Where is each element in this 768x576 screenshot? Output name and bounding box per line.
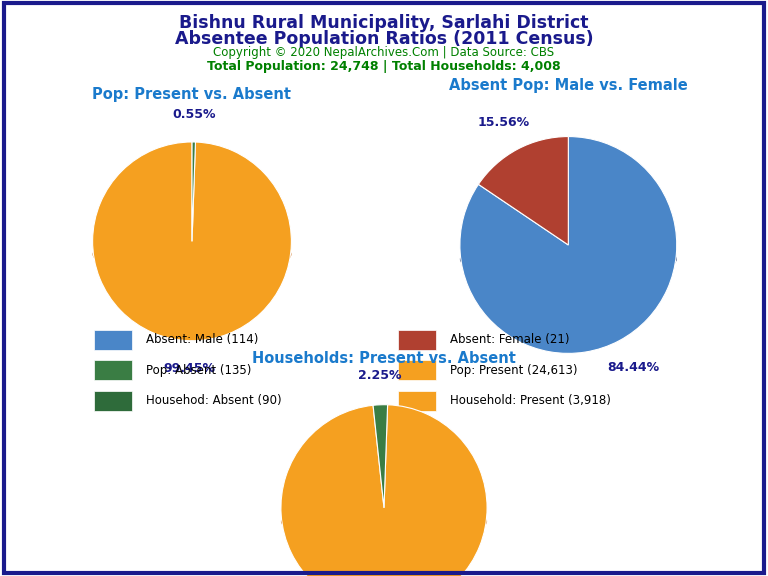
Text: 99.45%: 99.45% bbox=[164, 362, 216, 375]
Text: Copyright © 2020 NepalArchives.Com | Data Source: CBS: Copyright © 2020 NepalArchives.Com | Dat… bbox=[214, 46, 554, 59]
Text: Househod: Absent (90): Househod: Absent (90) bbox=[146, 394, 281, 407]
Wedge shape bbox=[478, 137, 568, 245]
Text: 0.55%: 0.55% bbox=[173, 108, 216, 120]
Text: Bishnu Rural Municipality, Sarlahi District: Bishnu Rural Municipality, Sarlahi Distr… bbox=[179, 14, 589, 32]
FancyBboxPatch shape bbox=[398, 360, 436, 380]
FancyBboxPatch shape bbox=[94, 360, 132, 380]
Title: Absent Pop: Male vs. Female: Absent Pop: Male vs. Female bbox=[449, 78, 687, 93]
FancyBboxPatch shape bbox=[94, 329, 132, 350]
Text: Pop: Present (24,613): Pop: Present (24,613) bbox=[450, 364, 578, 377]
Wedge shape bbox=[192, 142, 196, 241]
Text: Absentee Population Ratios (2011 Census): Absentee Population Ratios (2011 Census) bbox=[174, 30, 594, 48]
Text: Households: Present vs. Absent: Households: Present vs. Absent bbox=[252, 351, 516, 366]
Text: Total Population: 24,748 | Total Households: 4,008: Total Population: 24,748 | Total Househo… bbox=[207, 60, 561, 73]
Wedge shape bbox=[281, 405, 487, 576]
Text: Absent: Female (21): Absent: Female (21) bbox=[450, 334, 569, 346]
Text: 2.25%: 2.25% bbox=[358, 369, 401, 382]
Text: 15.56%: 15.56% bbox=[477, 116, 529, 129]
Text: Absent: Male (114): Absent: Male (114) bbox=[146, 334, 258, 346]
FancyBboxPatch shape bbox=[398, 391, 436, 411]
FancyBboxPatch shape bbox=[398, 329, 436, 350]
Title: Pop: Present vs. Absent: Pop: Present vs. Absent bbox=[92, 87, 292, 102]
Ellipse shape bbox=[93, 232, 291, 276]
Wedge shape bbox=[93, 142, 291, 341]
Ellipse shape bbox=[281, 498, 487, 544]
Wedge shape bbox=[460, 137, 677, 354]
Text: Household: Present (3,918): Household: Present (3,918) bbox=[450, 394, 611, 407]
Text: Pop: Absent (135): Pop: Absent (135) bbox=[146, 364, 251, 377]
Ellipse shape bbox=[460, 234, 677, 283]
FancyBboxPatch shape bbox=[94, 391, 132, 411]
Text: 84.44%: 84.44% bbox=[607, 361, 660, 374]
Wedge shape bbox=[373, 405, 388, 508]
